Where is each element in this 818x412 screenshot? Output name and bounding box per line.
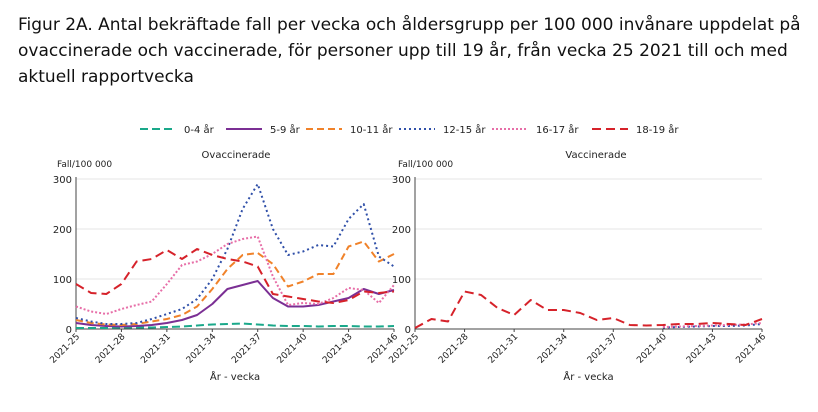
- x-tick-label: 2021-34: [185, 332, 219, 366]
- y-tick-label: 200: [392, 225, 411, 236]
- series-line-age16_17: [75, 235, 395, 315]
- y-tick-label: 0: [66, 325, 72, 336]
- x-tick-label: 2021-34: [536, 332, 570, 366]
- panel-title: Vaccinerade: [565, 150, 626, 161]
- series-line-age18_19: [414, 290, 763, 329]
- x-tick-label: 2021-46: [734, 332, 768, 366]
- y-tick-label: 300: [392, 175, 411, 186]
- x-tick-label: 2021-37: [586, 332, 620, 366]
- y-tick-label: 100: [392, 275, 411, 286]
- y-tick-label: 300: [53, 175, 72, 186]
- x-tick-label: 2021-28: [94, 332, 128, 366]
- x-axis-label: År - vecka: [563, 370, 613, 383]
- y-tick-label: 0: [405, 325, 411, 336]
- legend-label-age16_17: 16-17 år: [536, 123, 579, 136]
- series-line-age16_17: [662, 322, 763, 328]
- panel-ovaccinerade: Ovaccinerade Fall/100 000 0 100 200 300 2021-2…: [48, 150, 400, 383]
- x-tick-label: 2021-43: [321, 332, 355, 366]
- figure-title: Figur 2A. Antal bekräftade fall per veck…: [18, 15, 801, 87]
- series-line-age10_11: [75, 240, 395, 326]
- y-axis-label: Fall/100 000: [398, 160, 453, 170]
- y-tick-label: 100: [53, 275, 72, 286]
- y-axis-label: Fall/100 000: [57, 160, 112, 170]
- x-tick-label: 2021-43: [685, 332, 719, 366]
- series-line-age0_4: [76, 322, 395, 329]
- x-tick-label: 2021-28: [437, 332, 471, 366]
- y-tick-label: 200: [53, 225, 72, 236]
- x-tick-label: 2021-37: [230, 332, 264, 366]
- series-line-age5_9: [75, 280, 395, 328]
- x-axis-label: År - vecka: [210, 370, 260, 383]
- x-tick-label: 2021-40: [635, 332, 669, 366]
- legend-label-age0_4: 0-4 år: [184, 123, 215, 136]
- legend-label-age10_11: 10-11 år: [350, 123, 393, 136]
- x-tick-label: 2021-31: [487, 332, 521, 366]
- series-line-age12_15: [75, 183, 395, 325]
- panel-title: Ovaccinerade: [202, 150, 271, 161]
- x-tick-label: 2021-25: [48, 332, 82, 366]
- legend-label-age5_9: 5-9 år: [270, 123, 301, 136]
- x-tick-label: 2021-40: [276, 332, 310, 366]
- x-tick-label: 2021-31: [139, 332, 173, 366]
- series-line-age18_19: [75, 248, 395, 304]
- legend-label-age12_15: 12-15 år: [443, 123, 486, 136]
- legend-label-age18_19: 18-19 år: [636, 123, 679, 136]
- legend: 0-4 år 5-9 år 10-11 år 12-15 år 16-17 år 18-1…: [140, 123, 679, 136]
